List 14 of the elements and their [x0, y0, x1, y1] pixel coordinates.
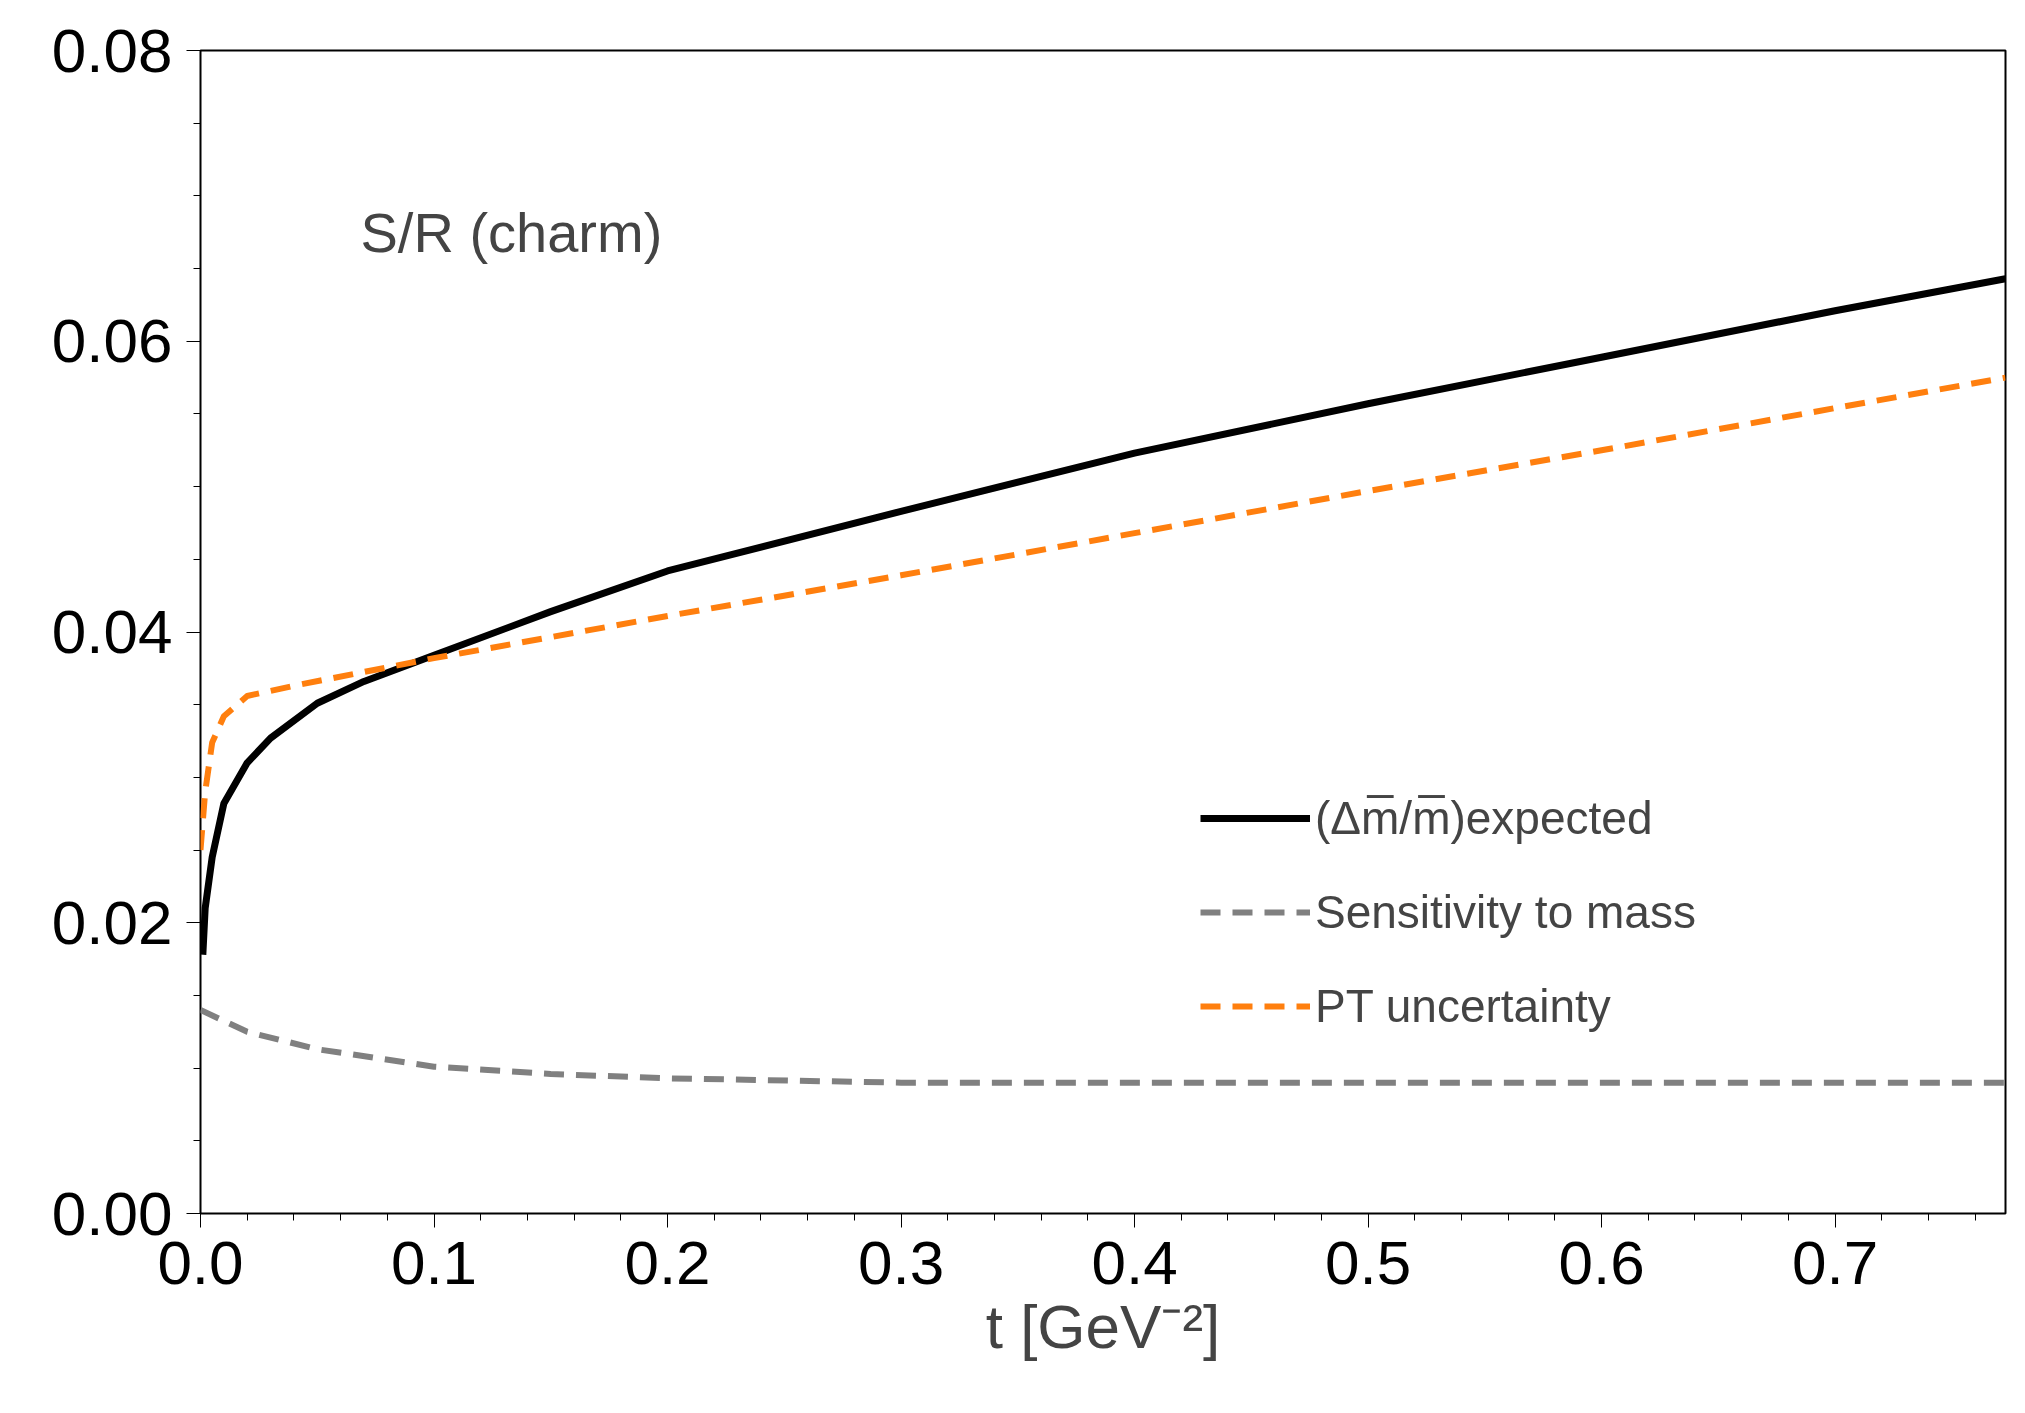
x-tick-label: 0.5 [1324, 1227, 1412, 1297]
legend-label: Sensitivity to mass [1315, 885, 1696, 939]
annotation: S/R (charm) [360, 200, 663, 264]
x-tick-label: 0.2 [624, 1227, 711, 1297]
x-tick-label: 0.3 [857, 1227, 945, 1297]
y-tick-label: 0.02 [51, 887, 173, 957]
legend-label: (Δm̅/m̅)expected [1315, 791, 1653, 845]
y-tick-label: 0.08 [51, 15, 173, 85]
x-tick-label: 0.1 [390, 1227, 478, 1297]
y-tick-label: 0.04 [51, 597, 173, 666]
x-tick-label: 0.7 [1791, 1227, 1879, 1297]
y-tick-label: 0.06 [51, 306, 173, 376]
x-tick-label: 0.6 [1558, 1227, 1645, 1297]
legend-label: PT uncertainty [1315, 979, 1611, 1033]
